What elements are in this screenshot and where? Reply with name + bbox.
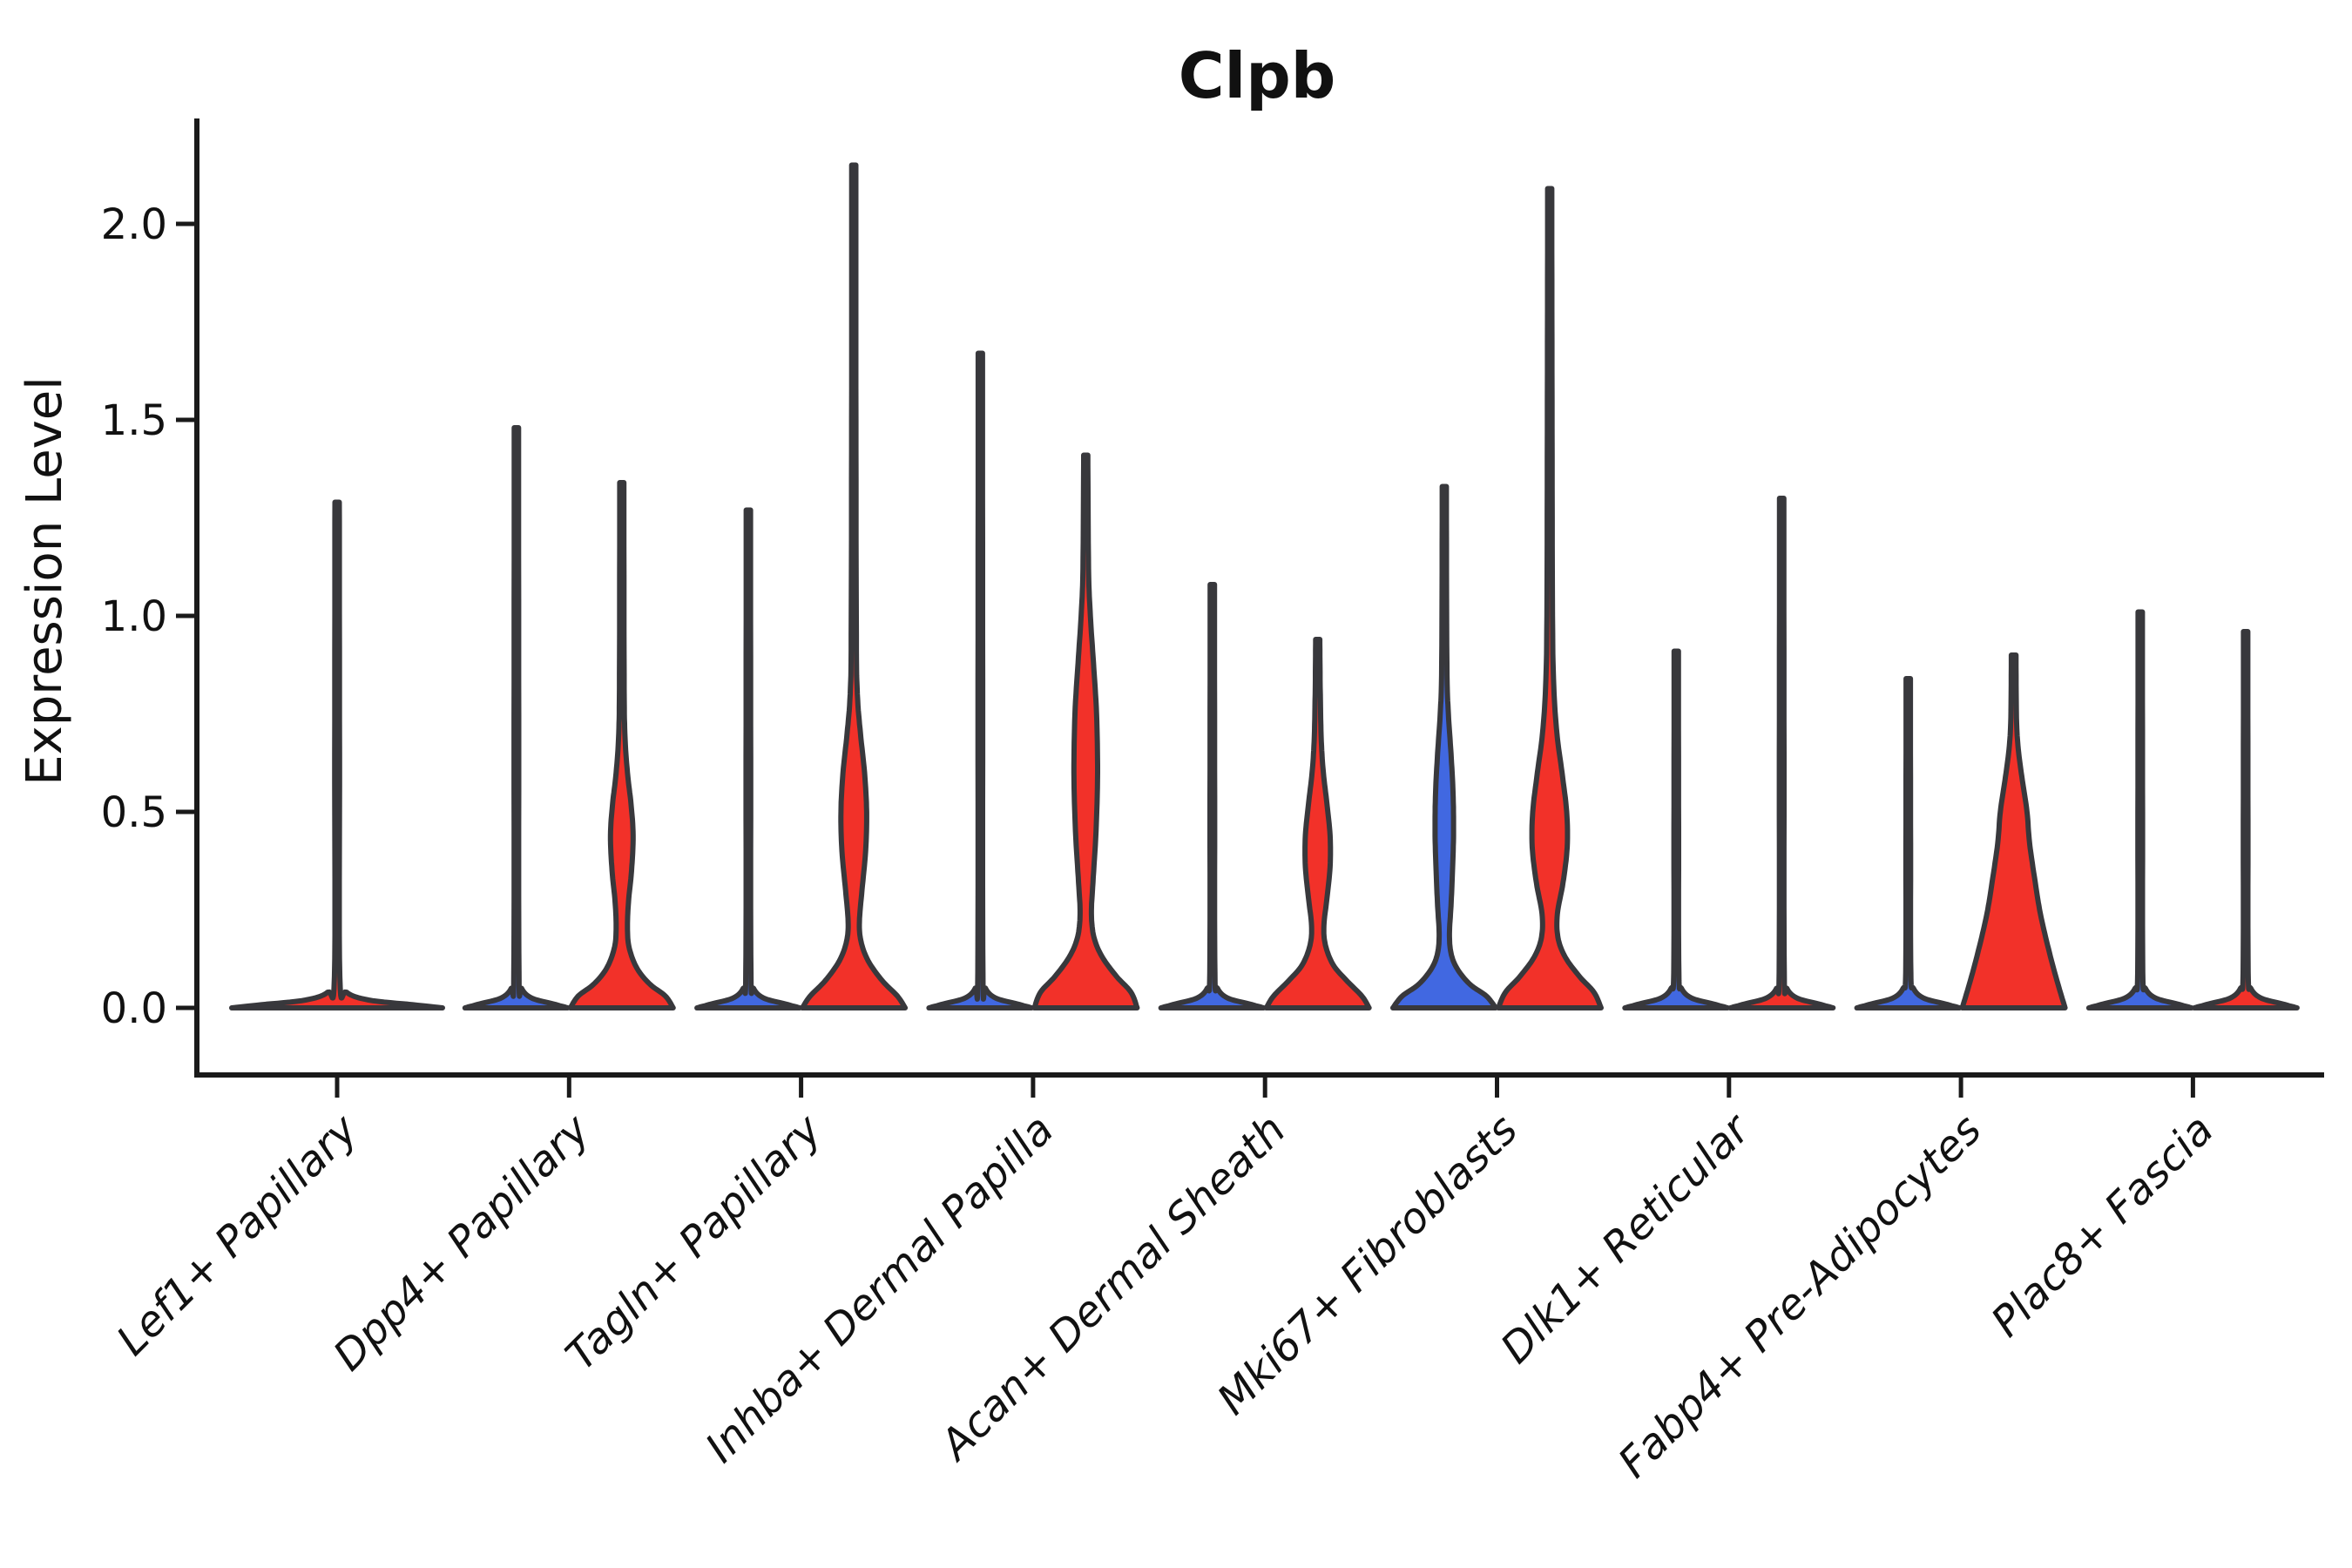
violin-dpp4-papillary-left: [462, 425, 571, 1010]
violin-plac8-fascia-right: [2191, 629, 2300, 1010]
y-tick-label: 2.0: [101, 200, 167, 249]
violin-dlk1-reticular-right: [1727, 496, 1836, 1010]
violin-dpp4-papillary-right: [567, 480, 676, 1010]
violin-plac8-fascia-left: [2085, 609, 2194, 1010]
violins-layer: [229, 162, 2300, 1010]
violin-inhba-dermal-papilla-right: [1031, 452, 1140, 1010]
violin-dlk1-reticular-left: [1622, 648, 1731, 1010]
violin-acan-dermal-sheath-right: [1263, 637, 1372, 1010]
violin-tagln-papillary-left: [694, 507, 803, 1010]
violin-lef1-papillary-full: [229, 499, 445, 1010]
y-tick-labels: 0.0 0.5 1.0 1.5 2.0: [101, 200, 167, 1033]
y-tick-label: 0.5: [101, 788, 167, 837]
chart-title: Clpb: [1179, 39, 1336, 112]
x-tick-label-1: Dpp4+ Papillary: [324, 1105, 599, 1380]
violin-mki67-fibroblasts-right: [1496, 186, 1604, 1010]
y-tick-label: 1.5: [101, 396, 167, 445]
y-axis-label: Expression Level: [17, 376, 73, 786]
violin-inhba-dermal-papilla-left: [926, 350, 1035, 1010]
violin-acan-dermal-sheath-left: [1158, 582, 1267, 1010]
x-tick-label-0: Lef1+ Papillary: [107, 1105, 368, 1365]
axes-layer: [176, 118, 2324, 1098]
y-tick-label: 0.0: [101, 984, 167, 1033]
violin-mki67-fibroblasts-left: [1390, 483, 1498, 1010]
x-tick-label-2: Tagln+ Papillary: [557, 1105, 832, 1380]
x-tick-label-6: Dlk1+ Reticular: [1491, 1104, 1761, 1374]
violin-fabp4-pre-adipocytes-left: [1854, 676, 1963, 1010]
violin-fabp4-pre-adipocytes-right: [1959, 652, 2068, 1010]
y-tick-label: 1.0: [101, 592, 167, 641]
x-tick-label-8: Plac8+ Fascia: [1982, 1105, 2223, 1347]
violin-tagln-papillary-right: [800, 162, 909, 1010]
